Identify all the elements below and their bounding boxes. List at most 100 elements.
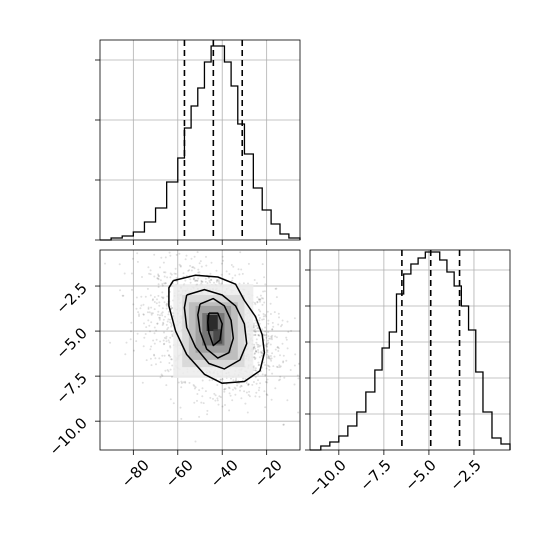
- joint-sample-point: [184, 381, 187, 384]
- joint-sample-point: [236, 384, 239, 387]
- joint-sample-point: [265, 345, 268, 348]
- joint-sample-point: [161, 307, 164, 310]
- joint-sample-point: [266, 310, 269, 313]
- joint-sample-point: [264, 364, 267, 366]
- joint-sample-point: [255, 338, 258, 341]
- joint-sample-point: [150, 345, 153, 348]
- joint-sample-point: [240, 385, 243, 388]
- joint-sample-point: [267, 341, 270, 344]
- joint-sample-point: [161, 291, 164, 294]
- joint-sample-point: [257, 389, 260, 392]
- joint-sample-point: [189, 278, 192, 281]
- joint-sample-point: [261, 303, 264, 306]
- joint-sample-point: [149, 348, 152, 351]
- joint-sample-point: [257, 351, 260, 354]
- joint-sample-point: [257, 364, 260, 367]
- joint-sample-point: [275, 365, 278, 368]
- joint-sample-point: [132, 303, 135, 306]
- joint-sample-point: [240, 397, 243, 400]
- joint-sample-point: [254, 357, 257, 360]
- joint-sample-point: [174, 272, 177, 275]
- joint-sample-point: [188, 381, 191, 384]
- joint-sample-point: [182, 381, 185, 384]
- joint-sample-point: [246, 411, 249, 414]
- joint-sample-point: [257, 349, 260, 351]
- joint-sample-point: [162, 297, 164, 300]
- joint-sample-point: [215, 280, 218, 283]
- joint-sample-point: [216, 279, 219, 282]
- joint-sample-point: [257, 327, 260, 329]
- joint-sample-point: [142, 345, 145, 348]
- joint-sample-point: [209, 396, 212, 399]
- joint-sample-point: [269, 358, 272, 361]
- joint-sample-point: [266, 343, 269, 346]
- joint-sample-point: [163, 354, 166, 357]
- joint-sample-point: [175, 253, 178, 256]
- joint-sample-point: [271, 328, 274, 331]
- joint-sample-point: [270, 398, 273, 401]
- joint-sample-point: [266, 378, 269, 381]
- joint-sample-point: [275, 296, 278, 299]
- joint-sample-point: [264, 283, 267, 286]
- joint-sample-point: [162, 322, 165, 325]
- joint-sample-point: [194, 440, 197, 443]
- joint-sample-point: [158, 357, 161, 360]
- joint-sample-point: [206, 413, 209, 416]
- joint-sample-point: [293, 383, 296, 386]
- joint-sample-point: [213, 281, 215, 284]
- joint-sample-point: [139, 307, 142, 310]
- joint-sample-point: [153, 342, 156, 345]
- joint-sample-point: [264, 330, 267, 333]
- joint-sample-point: [153, 326, 156, 329]
- joint-sample-point: [204, 280, 207, 283]
- joint-sample-point: [277, 350, 280, 352]
- joint-sample-point: [149, 269, 152, 272]
- joint-sample-point: [160, 256, 163, 259]
- joint-sample-point: [135, 340, 138, 343]
- joint-sample-point: [270, 335, 273, 338]
- joint-sample-point: [267, 357, 270, 360]
- joint-sample-point: [258, 395, 261, 398]
- joint-sample-point: [240, 384, 243, 387]
- joint-sample-point: [153, 275, 156, 278]
- joint-sample-point: [195, 279, 198, 282]
- joint-sample-point: [234, 379, 237, 382]
- joint-sample-point: [165, 335, 168, 338]
- joint-sample-point: [162, 321, 165, 324]
- joint-sample-point: [180, 380, 183, 383]
- joint-sample-point: [149, 357, 152, 360]
- joint-sample-point: [156, 313, 159, 316]
- joint-contour-inner: [197, 297, 235, 359]
- joint-sample-point: [254, 334, 257, 337]
- joint-sample-point: [256, 345, 259, 348]
- joint-sample-point: [154, 357, 157, 360]
- joint-sample-point: [262, 361, 265, 364]
- joint-sample-point: [193, 267, 196, 270]
- joint-sample-point: [197, 271, 200, 274]
- joint-sample-point: [273, 355, 276, 358]
- joint-sample-point: [253, 353, 256, 355]
- joint-y-tick-labels: −2.5 −5.0 −7.5 −10.0: [46, 279, 91, 459]
- joint-sample-point: [247, 383, 250, 386]
- joint-sample-point: [260, 351, 263, 354]
- joint-sample-point: [155, 329, 158, 332]
- joint-sample-point: [282, 360, 285, 363]
- joint-sample-point: [235, 378, 238, 381]
- joint-sample-point: [177, 381, 180, 384]
- joint-sample-point: [170, 325, 173, 328]
- joint-sample-point: [253, 343, 256, 346]
- joint-density-cell: [206, 314, 218, 332]
- joint-sample-point: [253, 279, 256, 281]
- joint-sample-point: [167, 310, 170, 313]
- joint-sample-point: [192, 278, 195, 280]
- joint-sample-point: [197, 268, 200, 271]
- joint-sample-point: [198, 415, 201, 418]
- marginal-y-grid: [310, 250, 510, 450]
- joint-sample-point: [269, 302, 272, 305]
- joint-sample-point: [282, 423, 285, 426]
- joint-sample-point: [271, 321, 274, 324]
- joint-sample-point: [182, 272, 185, 275]
- joint-sample-point: [289, 369, 292, 371]
- joint-sample-point: [216, 279, 219, 281]
- joint-sample-point: [256, 327, 259, 330]
